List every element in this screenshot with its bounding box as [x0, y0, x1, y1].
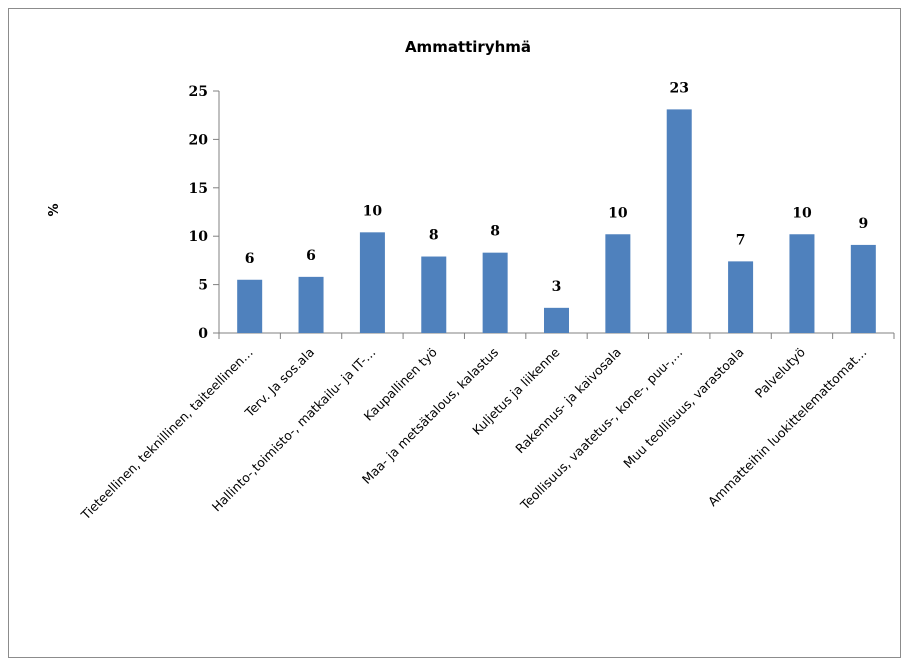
bar	[666, 109, 692, 333]
x-axis	[218, 332, 895, 339]
y-tick-label: 5	[198, 278, 208, 294]
category-label: Rakennus- ja kaivosala	[512, 345, 624, 457]
bar	[789, 234, 815, 333]
data-label: 9	[858, 216, 868, 232]
bar	[728, 261, 754, 333]
data-labels: 6 6 10 8 8 3 10 23 7 10 9	[245, 80, 868, 294]
data-label: 3	[552, 279, 562, 295]
bars	[237, 109, 876, 333]
bar	[298, 276, 324, 333]
data-label: 8	[490, 224, 500, 240]
data-label: 23	[669, 80, 688, 96]
y-tick-label: 15	[189, 181, 208, 197]
category-label: Palvelutyö	[752, 345, 808, 401]
y-axis-label: %	[47, 203, 62, 216]
y-tick-label: 0	[198, 326, 208, 342]
bar	[359, 232, 385, 333]
bar	[237, 279, 263, 333]
y-tick-label: 10	[189, 229, 209, 245]
data-label: 7	[736, 232, 746, 248]
data-label: 10	[792, 205, 812, 221]
category-labels: Tieteellinen, teknillinen, taiteellinen……	[77, 344, 869, 523]
data-label: 6	[306, 248, 316, 264]
category-label: Muu teollisuus, varastoala	[620, 345, 746, 471]
bar	[482, 252, 508, 333]
chart-title: Ammattiryhmä	[405, 38, 531, 56]
bar	[421, 256, 447, 333]
bar	[605, 234, 631, 333]
data-label: 10	[363, 203, 383, 219]
chart-frame: Ammattiryhmä % 0 5 10 15 20 25 6 6 10 8 8 3 10 23 7 10…	[8, 8, 901, 658]
data-label: 6	[245, 251, 255, 267]
y-tick-label: 20	[189, 132, 209, 148]
data-label: 8	[429, 228, 439, 244]
bar-chart: Ammattiryhmä % 0 5 10 15 20 25 6 6 10 8 8 3 10 23 7 10…	[47, 38, 895, 523]
y-tick-label: 25	[189, 84, 208, 100]
bar	[544, 307, 569, 333]
y-axis: 0 5 10 15 20 25	[189, 84, 220, 342]
bar	[850, 244, 876, 333]
data-label: 10	[608, 205, 628, 221]
